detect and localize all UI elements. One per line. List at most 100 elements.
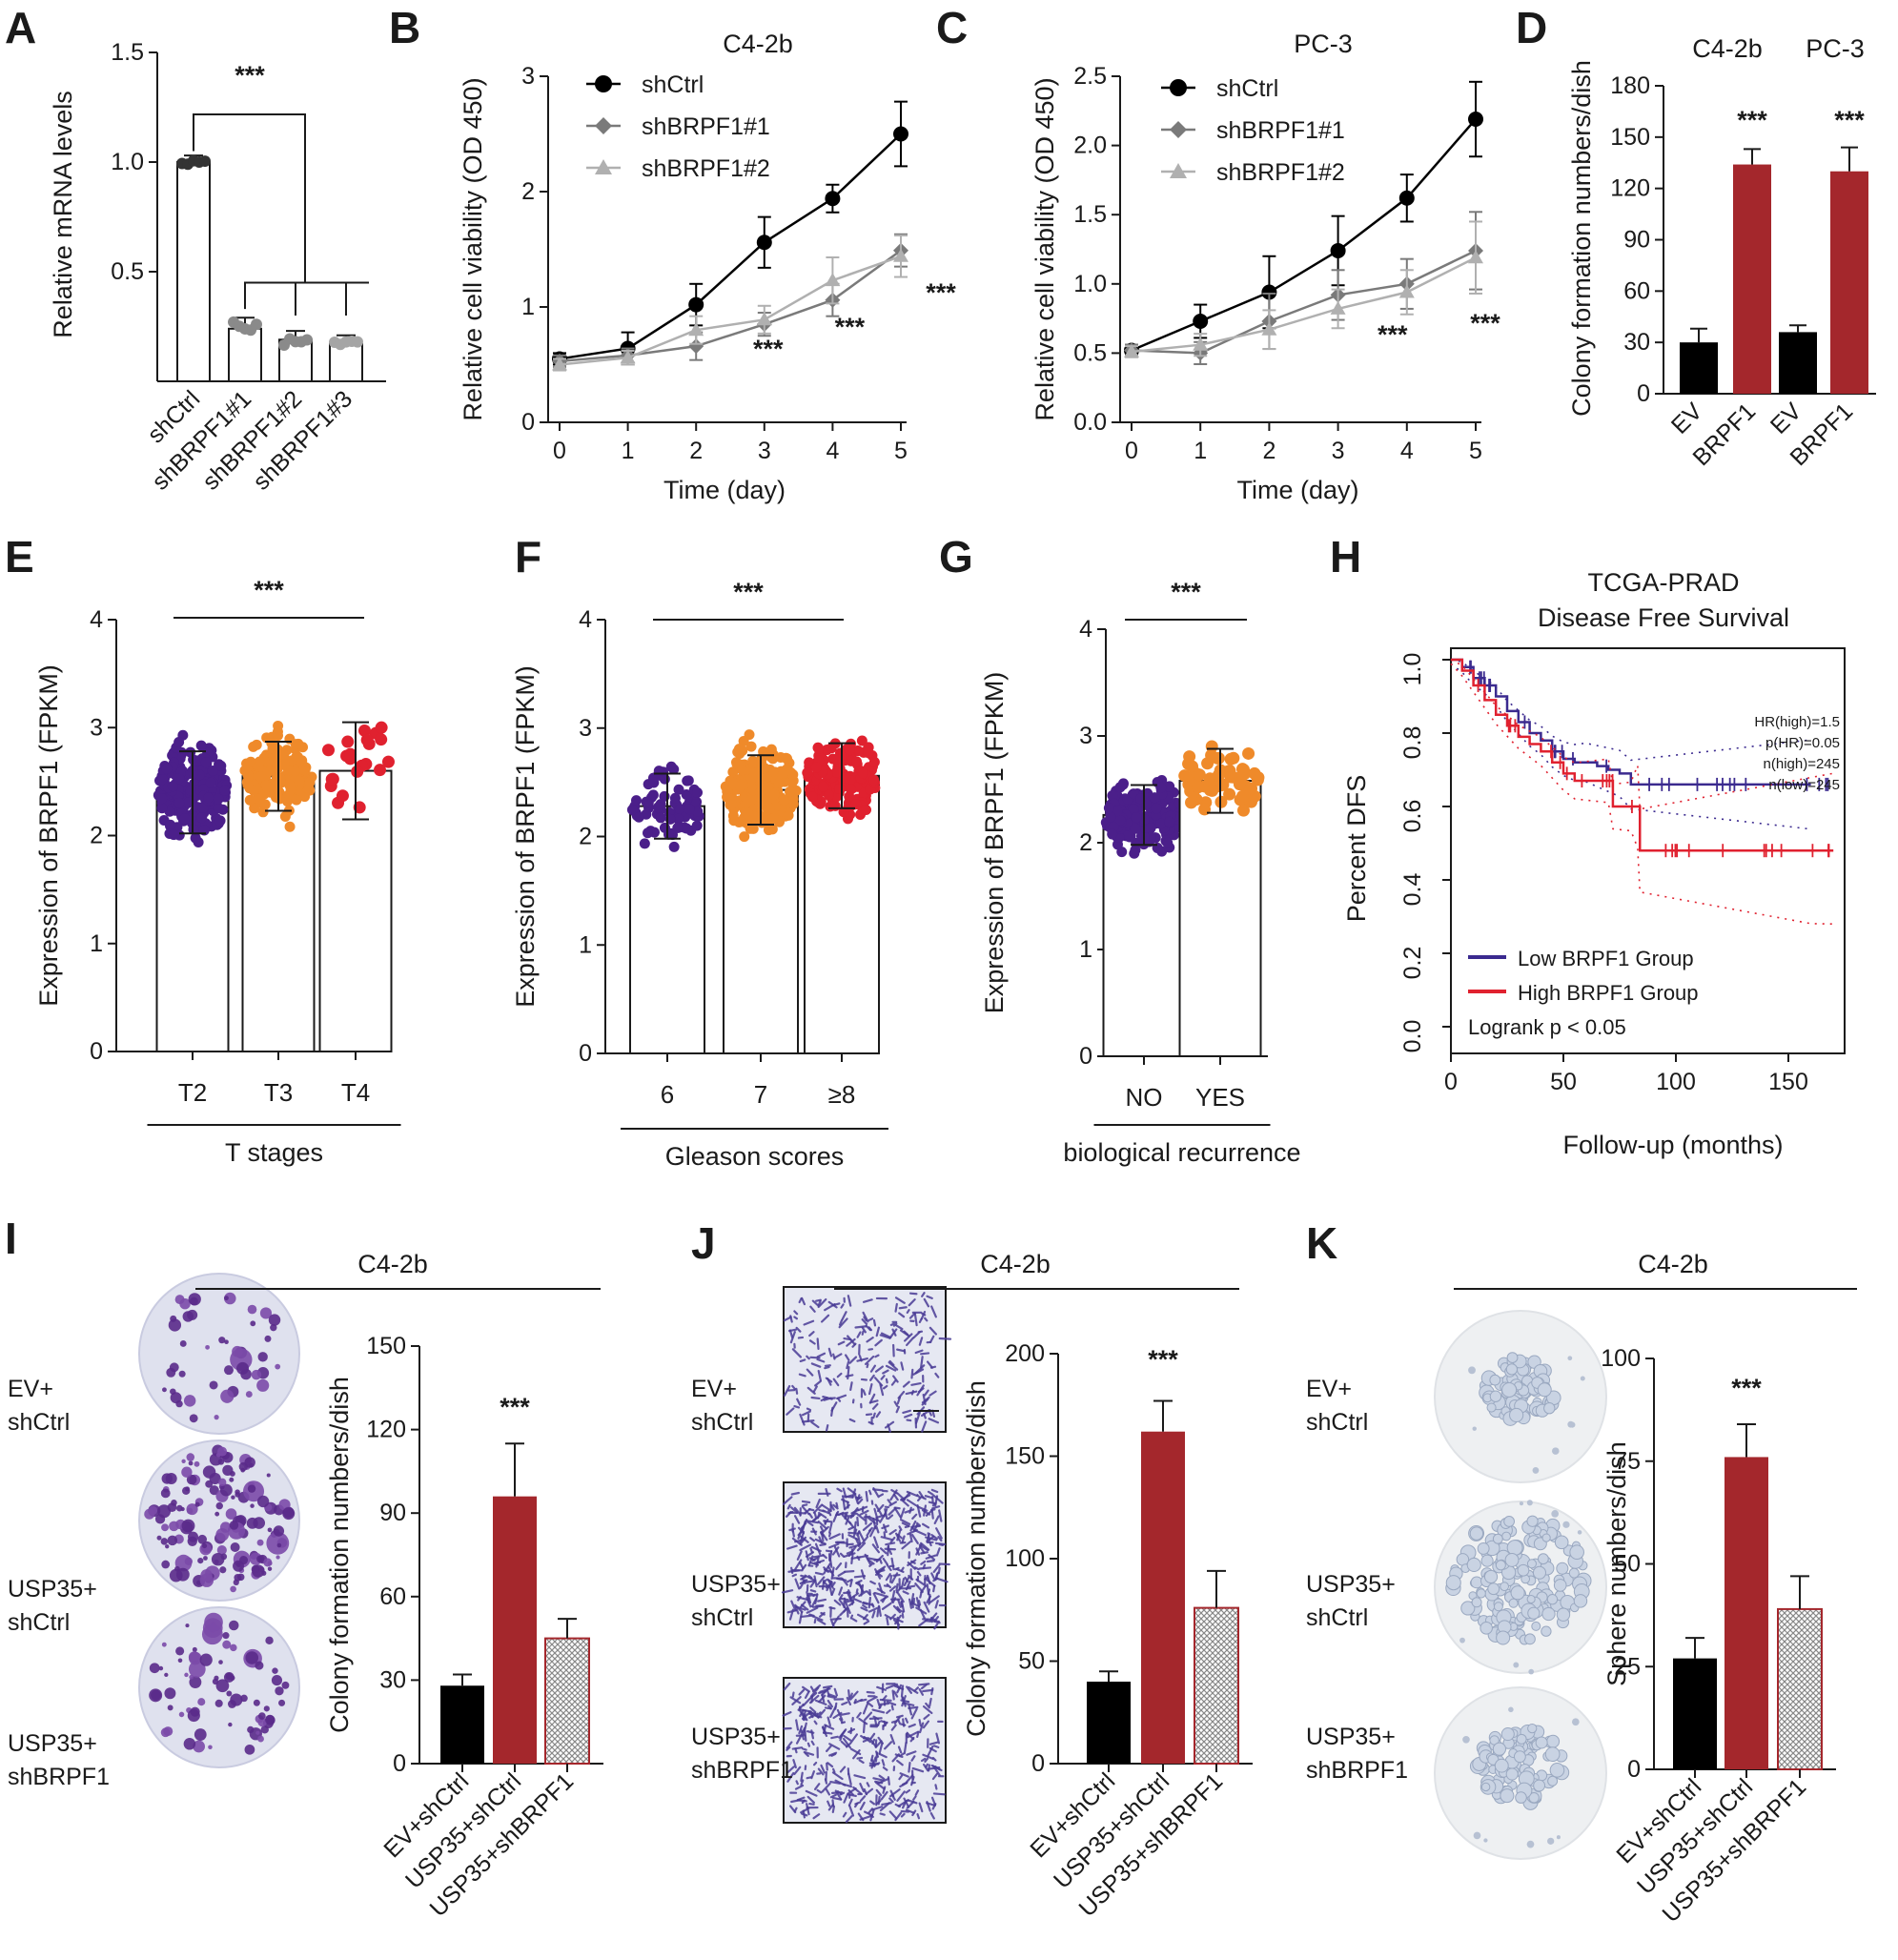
panel-i-dish-2-colony bbox=[167, 1535, 178, 1546]
panel-a-bracket bbox=[193, 113, 306, 283]
panel-j-field-3-cell bbox=[806, 1742, 811, 1747]
panel-a-point bbox=[301, 334, 313, 346]
panel-j-field-1-cell bbox=[869, 1399, 879, 1404]
panel-j-field-3-cell bbox=[918, 1802, 924, 1813]
panel-j-field-3-cell bbox=[906, 1685, 912, 1694]
panel-h-y-tick-label: 0.0 bbox=[1399, 1020, 1426, 1053]
panel-j-field-3-cell bbox=[866, 1782, 870, 1787]
panel-j-field-2-cell bbox=[871, 1610, 876, 1619]
panel-j-field-2-cell bbox=[934, 1600, 939, 1609]
panel-j-field-2-cell bbox=[839, 1552, 846, 1558]
panel-k-field-2-cell bbox=[1496, 1630, 1511, 1645]
panel-k-field-2-cell bbox=[1466, 1557, 1481, 1573]
panel-j-field-3-cell bbox=[886, 1701, 897, 1706]
panel-j-image-label: shCtrl bbox=[691, 1604, 753, 1631]
panel-i-dish-1-colony bbox=[214, 1415, 219, 1420]
panel-j-field-2-cell bbox=[930, 1510, 934, 1520]
panel-j-field-2-cell bbox=[911, 1513, 918, 1521]
panel-j-field-2-cell bbox=[881, 1595, 888, 1603]
panel-j-field-1-cell bbox=[858, 1355, 863, 1362]
panel-k-field-3-cell bbox=[1500, 1788, 1515, 1804]
panel-k-ylabel: Sphere numbers/dish bbox=[1602, 1441, 1631, 1686]
panel-j-field-1-cell bbox=[817, 1297, 827, 1309]
panel-j-field-3-cell bbox=[828, 1743, 841, 1750]
panel-j-field-2-cell bbox=[832, 1503, 839, 1510]
panel-e-point bbox=[207, 765, 218, 776]
panel-i-dish-3-colony bbox=[192, 1646, 197, 1652]
panel-d-group-label: C4-2b bbox=[1692, 34, 1763, 63]
panel-j-field-2-cell bbox=[935, 1527, 943, 1540]
panel-f-category-label: ≥8 bbox=[828, 1080, 856, 1109]
panel-j-field-1-cell bbox=[848, 1356, 858, 1364]
panel-e-point bbox=[357, 724, 371, 737]
panel-j-field-3-cell bbox=[791, 1691, 795, 1698]
panel-i-dish-2-colony bbox=[244, 1457, 255, 1468]
panel-b-point bbox=[688, 296, 704, 313]
panel-j-field-2-cell bbox=[923, 1601, 930, 1613]
panel-i-dish-3-colony bbox=[204, 1612, 223, 1632]
panel-j-field-2-cell bbox=[867, 1605, 881, 1613]
panel-e-point bbox=[360, 733, 374, 746]
panel-i-dish-2-colony bbox=[180, 1506, 185, 1512]
panel-j-field-2-cell bbox=[894, 1566, 900, 1571]
panel-i-bar bbox=[440, 1685, 484, 1764]
panel-j-field-2-cell bbox=[856, 1541, 867, 1552]
panel-b-legend-marker bbox=[595, 117, 612, 134]
panel-j-field-1-cell bbox=[795, 1387, 799, 1395]
panel-j-field-1-cell bbox=[923, 1297, 930, 1308]
panel-k-field-2-cell bbox=[1503, 1516, 1515, 1527]
panel-j-field-1-cell bbox=[892, 1375, 899, 1383]
panel-h-y-tick-label: 0.4 bbox=[1399, 873, 1426, 907]
panel-e-point bbox=[273, 730, 284, 742]
panel-j-field-2-cell bbox=[799, 1561, 805, 1570]
panel-i-dish-2-colony bbox=[165, 1543, 170, 1549]
panel-g-point bbox=[1128, 804, 1139, 815]
panel-e-point bbox=[278, 749, 290, 761]
panel-g-point bbox=[1212, 751, 1225, 765]
panel-f-category-label: 6 bbox=[661, 1080, 674, 1109]
panel-i-dish-2-colony bbox=[194, 1501, 200, 1507]
panel-k-field-3-cell bbox=[1535, 1736, 1548, 1749]
panel-k-y-tick-label: 25 bbox=[1614, 1653, 1641, 1680]
panel-j-field-2-cell bbox=[847, 1534, 859, 1541]
panel-j-field-3-cell bbox=[918, 1687, 924, 1696]
panel-k-field-3-cell bbox=[1546, 1734, 1561, 1748]
panel-j-field-3-cell bbox=[879, 1802, 890, 1812]
panel-j-field-1-cell bbox=[921, 1292, 926, 1297]
panel-j-field-3-cell bbox=[886, 1709, 891, 1715]
panel-k-field-2-cell bbox=[1500, 1582, 1510, 1592]
panel-f-point bbox=[681, 789, 692, 801]
panel-f-point bbox=[746, 773, 758, 785]
panel-c-point bbox=[1398, 190, 1415, 206]
panel-j-field-2-cell bbox=[860, 1569, 866, 1580]
panel-j-field-3-cell bbox=[898, 1774, 904, 1781]
panel-i-dish-2-colony bbox=[273, 1525, 285, 1537]
panel-letter-b: B bbox=[389, 3, 420, 52]
panel-j-field-2-cell bbox=[853, 1521, 857, 1534]
panel-i-dish-1-colony bbox=[162, 1387, 167, 1393]
panel-j-field-2-cell bbox=[797, 1596, 802, 1602]
panel-f-point bbox=[673, 784, 684, 795]
panel-c-y-tick-label: 0.0 bbox=[1073, 409, 1107, 436]
panel-k-field-3-cell bbox=[1516, 1733, 1527, 1745]
panel-i-dish-1-colony bbox=[189, 1414, 198, 1423]
panel-j-field-1-cell bbox=[929, 1390, 937, 1397]
panel-j-field-2-cell bbox=[876, 1608, 880, 1618]
panel-j-field-2-cell bbox=[862, 1601, 874, 1606]
panel-d-y-tick-label: 0 bbox=[1637, 380, 1650, 407]
panel-j-field-3-cell bbox=[905, 1808, 915, 1814]
panel-c-y-tick-label: 1.0 bbox=[1073, 271, 1107, 297]
panel-k-field-2-cell bbox=[1469, 1526, 1484, 1541]
panel-g-point bbox=[1237, 767, 1251, 781]
panel-j-field-1-cell bbox=[839, 1319, 843, 1326]
panel-j-field-2-cell bbox=[862, 1603, 867, 1609]
panel-f-point bbox=[630, 795, 642, 806]
panel-j-field-2-cell bbox=[896, 1591, 905, 1603]
panel-j-field-2-cell bbox=[875, 1554, 884, 1563]
panel-k-field-2-cell bbox=[1556, 1607, 1571, 1622]
panel-e-point bbox=[269, 756, 280, 767]
panel-e-point bbox=[183, 797, 194, 808]
panel-k-field-2-cell bbox=[1568, 1567, 1580, 1579]
panel-j-field-2-cell bbox=[921, 1496, 927, 1501]
